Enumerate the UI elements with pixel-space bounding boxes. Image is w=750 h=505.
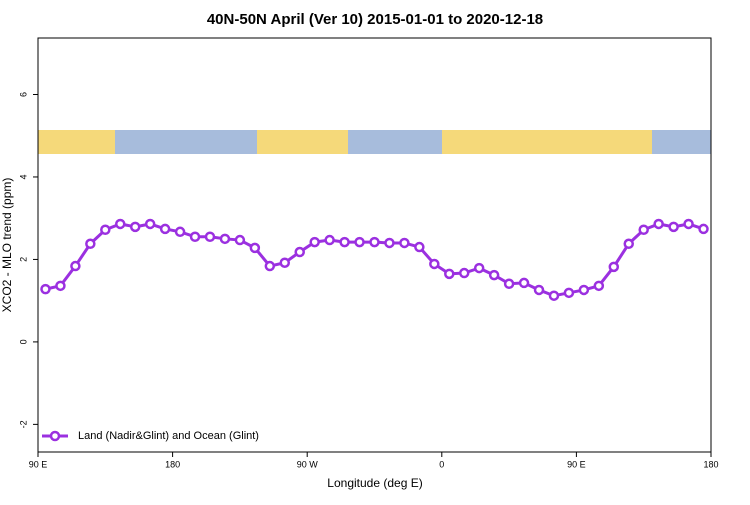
x-tick-label: 180 xyxy=(703,459,718,469)
legend-marker xyxy=(49,430,61,442)
point xyxy=(234,234,246,246)
point xyxy=(638,224,649,235)
point xyxy=(384,237,395,249)
point xyxy=(339,236,350,248)
x-tick-label: 90 E xyxy=(29,459,48,469)
point xyxy=(115,218,126,230)
point xyxy=(593,280,605,292)
point xyxy=(429,258,440,270)
point xyxy=(563,287,575,299)
plot-frame xyxy=(37,37,712,453)
point xyxy=(324,234,335,246)
point xyxy=(683,218,694,230)
point xyxy=(623,238,634,250)
point xyxy=(503,278,515,290)
point xyxy=(653,218,664,230)
land xyxy=(442,130,652,154)
y-tick-label: 2 xyxy=(18,257,28,262)
point xyxy=(578,284,590,296)
point xyxy=(414,241,425,253)
point xyxy=(354,236,365,248)
point xyxy=(204,231,216,243)
land xyxy=(257,130,348,154)
point xyxy=(444,268,455,280)
point xyxy=(309,236,320,248)
point xyxy=(159,223,171,235)
point xyxy=(518,277,530,289)
point xyxy=(279,257,291,268)
point xyxy=(698,223,709,235)
point xyxy=(608,261,620,273)
ocean xyxy=(115,130,257,154)
point xyxy=(668,221,679,233)
point xyxy=(488,269,500,281)
point xyxy=(399,237,410,249)
point xyxy=(70,260,81,272)
map-strip xyxy=(38,130,711,154)
point xyxy=(144,218,156,230)
x-axis-label: Longitude (deg E) xyxy=(327,476,422,490)
y-tick-label: 0 xyxy=(18,339,28,344)
point xyxy=(473,262,485,274)
point xyxy=(249,242,261,254)
land xyxy=(38,130,115,154)
point xyxy=(548,290,560,301)
point xyxy=(55,280,66,292)
y-tick-label: 6 xyxy=(18,92,28,97)
point xyxy=(189,231,201,243)
ocean xyxy=(652,130,711,154)
chart-title: 40N-50N April (Ver 10) 2015-01-01 to 202… xyxy=(207,11,543,28)
point xyxy=(85,238,96,250)
y-axis-label: XCO2 - MLO trend (ppm) xyxy=(0,178,14,313)
x-tick-label: 180 xyxy=(165,459,180,469)
legend-label: Land (Nadir&Glint) and Ocean (Glint) xyxy=(78,430,259,442)
x-tick-label: 0 xyxy=(439,459,444,469)
point xyxy=(369,236,380,248)
y-tick-label: -2 xyxy=(18,420,28,428)
x-tick-label: 90 W xyxy=(297,459,319,469)
point xyxy=(100,224,111,235)
x-tick-label: 90 E xyxy=(567,459,586,469)
point xyxy=(129,221,141,233)
point xyxy=(174,226,186,238)
point xyxy=(264,260,276,272)
point xyxy=(219,233,231,245)
ocean xyxy=(348,130,442,154)
point xyxy=(533,284,545,296)
y-tick-label: 4 xyxy=(18,174,28,179)
point xyxy=(458,267,470,279)
point xyxy=(40,283,51,295)
point xyxy=(294,246,305,258)
